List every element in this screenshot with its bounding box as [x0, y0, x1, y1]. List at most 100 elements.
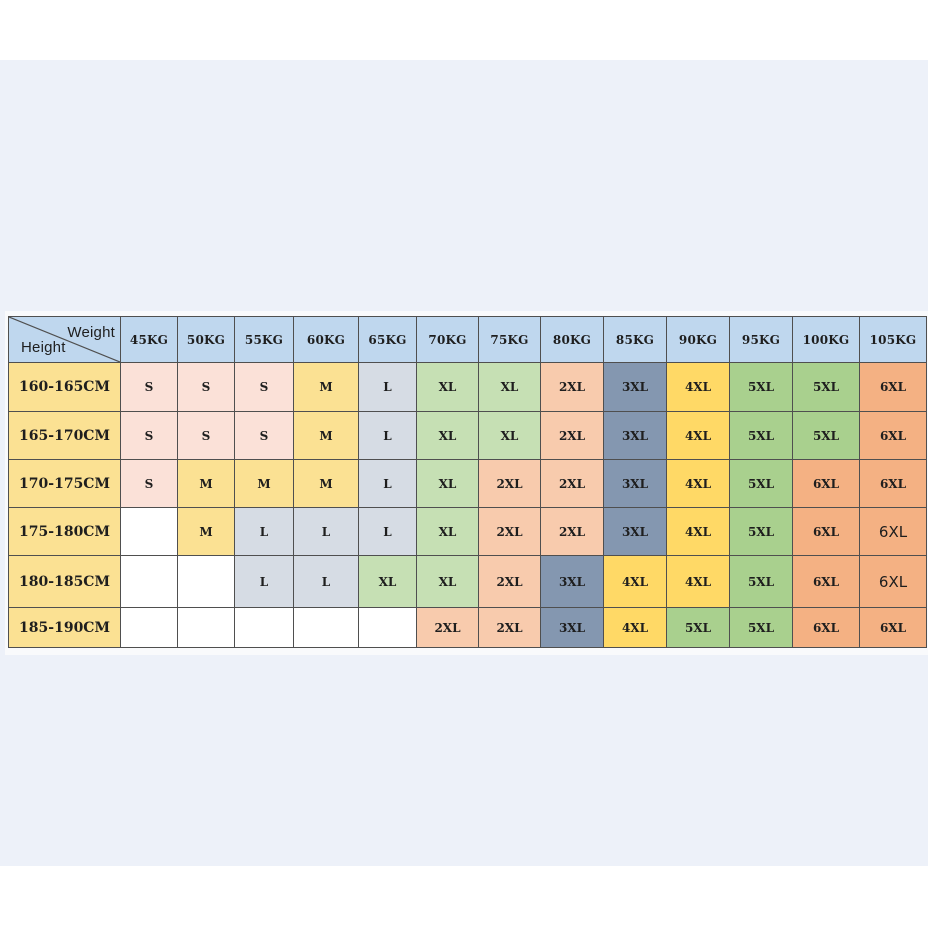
empty-size-cell [177, 607, 235, 648]
size-cell: 6XL [792, 459, 860, 508]
weight-header-cell: 65KG [358, 316, 417, 363]
size-cell: M [177, 459, 235, 508]
size-cell: 5XL [729, 459, 793, 508]
size-chart-table: Weight Height 45KG 50KG 55KG 60KG 65KG 70KG 75… [8, 316, 927, 648]
weight-header-cell: 75KG [478, 316, 541, 363]
size-cell: 6XL [859, 607, 927, 648]
size-cell: XL [416, 362, 479, 412]
size-cell: 2XL [416, 607, 479, 648]
size-cell: 5XL [666, 607, 730, 648]
height-range-cell: 160-165CM [8, 362, 121, 412]
size-cell: 4XL [603, 607, 667, 648]
size-cell: 6XL [859, 555, 927, 608]
size-cell: S [234, 411, 294, 460]
table-row: 165-170CM S S S M L XL XL 2XL 3XL 4XL 5XL 5XL 6XL [8, 411, 927, 460]
size-cell: M [177, 507, 235, 556]
table-row: 180-185CM L L XL XL 2XL 3XL 4XL 4XL 5XL 6XL 6XL [8, 555, 927, 608]
height-axis-label: Height [21, 339, 66, 356]
size-cell: M [293, 362, 359, 412]
height-range-cell: 165-170CM [8, 411, 121, 460]
size-cell: XL [416, 555, 479, 608]
weight-header-cell: 85KG [603, 316, 667, 363]
size-cell: 5XL [729, 507, 793, 556]
size-cell: 4XL [666, 459, 730, 508]
size-cell: S [177, 411, 235, 460]
empty-size-cell [358, 607, 417, 648]
size-cell: 6XL [859, 362, 927, 412]
size-cell: 6XL [792, 607, 860, 648]
empty-size-cell [177, 555, 235, 608]
weight-header-cell: 55KG [234, 316, 294, 363]
weight-header-cell: 100KG [792, 316, 860, 363]
size-cell: 2XL [540, 362, 604, 412]
empty-size-cell [293, 607, 359, 648]
weight-header-cell: 90KG [666, 316, 730, 363]
size-cell: L [358, 507, 417, 556]
size-cell: 5XL [729, 362, 793, 412]
size-cell: L [293, 555, 359, 608]
weight-header-cell: 45KG [120, 316, 178, 363]
size-cell: 2XL [478, 555, 541, 608]
weight-header-cell: 60KG [293, 316, 359, 363]
corner-diagonal-line [9, 317, 120, 362]
size-cell: 2XL [478, 459, 541, 508]
size-cell: L [234, 555, 294, 608]
size-table-body: 160-165CM S S S M L XL XL 2XL 3XL 4XL 5XL 5XL 6XL 165-… [8, 362, 927, 648]
size-cell: S [120, 362, 178, 412]
size-cell: L [358, 362, 417, 412]
size-cell: XL [416, 411, 479, 460]
weight-header-cell: 50KG [177, 316, 235, 363]
size-cell: S [120, 411, 178, 460]
height-range-cell: 185-190CM [8, 607, 121, 648]
size-cell: 5XL [729, 607, 793, 648]
size-cell: M [234, 459, 294, 508]
size-cell: L [293, 507, 359, 556]
weight-header-cell: 80KG [540, 316, 604, 363]
empty-size-cell [234, 607, 294, 648]
height-range-cell: 180-185CM [8, 555, 121, 608]
size-cell: 2XL [540, 507, 604, 556]
empty-size-cell [120, 555, 178, 608]
table-row: 160-165CM S S S M L XL XL 2XL 3XL 4XL 5XL 5XL 6XL [8, 362, 927, 412]
size-cell: 5XL [792, 411, 860, 460]
size-cell: 5XL [729, 411, 793, 460]
size-cell: 3XL [603, 507, 667, 556]
size-cell: 2XL [478, 507, 541, 556]
size-cell: 4XL [666, 507, 730, 556]
height-range-cell: 175-180CM [8, 507, 121, 556]
size-cell: 6XL [792, 507, 860, 556]
size-cell: XL [416, 459, 479, 508]
size-cell: 6XL [859, 411, 927, 460]
size-cell: 4XL [603, 555, 667, 608]
size-cell: 2XL [540, 411, 604, 460]
weight-header-row: Weight Height 45KG 50KG 55KG 60KG 65KG 70KG 75… [8, 316, 927, 363]
weight-header-cell: 70KG [416, 316, 479, 363]
size-cell: XL [416, 507, 479, 556]
weight-header-cell: 95KG [729, 316, 793, 363]
size-cell: XL [358, 555, 417, 608]
empty-size-cell [120, 607, 178, 648]
size-cell: L [358, 411, 417, 460]
size-cell: S [234, 362, 294, 412]
size-cell: 6XL [859, 507, 927, 556]
size-cell: 3XL [603, 459, 667, 508]
size-cell: 2XL [478, 607, 541, 648]
size-cell: 6XL [859, 459, 927, 508]
size-cell: 4XL [666, 555, 730, 608]
size-cell: M [293, 459, 359, 508]
size-cell: 5XL [729, 555, 793, 608]
weight-axis-label: Weight [67, 324, 115, 341]
size-cell: 3XL [540, 607, 604, 648]
size-cell: 2XL [540, 459, 604, 508]
size-cell: S [177, 362, 235, 412]
height-range-cell: 170-175CM [8, 459, 121, 508]
size-cell: 3XL [603, 411, 667, 460]
weight-header-cell: 105KG [859, 316, 927, 363]
size-cell: S [120, 459, 178, 508]
size-cell: XL [478, 411, 541, 460]
size-cell: L [234, 507, 294, 556]
size-cell: XL [478, 362, 541, 412]
size-cell: 6XL [792, 555, 860, 608]
empty-size-cell [120, 507, 178, 556]
size-cell: 5XL [792, 362, 860, 412]
